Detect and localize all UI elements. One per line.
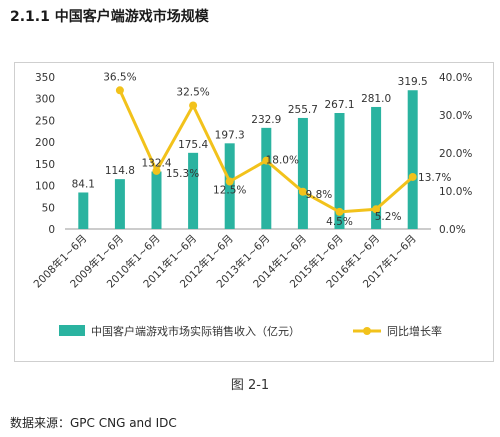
chart-frame: 0 50 100 150 200 250 300 350 0.0% 10.0% 20.0% 30.0%…: [14, 62, 494, 362]
legend-line-label: 同比增长率: [387, 324, 442, 338]
growth-rate-point: [408, 172, 417, 181]
growth-rate-label: 36.5%: [103, 71, 136, 83]
section-title: 2.1.1 中国客户端游戏市场规模: [10, 9, 209, 25]
y-right-tick-label: 40.0%: [439, 72, 472, 84]
bar-value-label: 175.4: [178, 139, 208, 151]
y-right-tick-label: 20.0%: [439, 148, 472, 160]
bar-mark: [371, 106, 382, 229]
y-left-tick-label: 300: [35, 94, 55, 106]
bar-mark: [297, 117, 308, 229]
bar-value-label: 197.3: [215, 129, 245, 141]
y-left-tick-label: 50: [42, 202, 55, 214]
growth-rate-label: 12.5%: [213, 185, 246, 197]
y-left-tick-label: 250: [35, 115, 55, 127]
bar-mark: [188, 152, 199, 229]
growth-rate-point: [115, 86, 124, 95]
growth-rate-label: 15.3%: [166, 168, 199, 180]
growth-rate-point: [189, 101, 198, 110]
bar-mark: [261, 127, 272, 229]
legend-line-marker: [363, 327, 371, 335]
growth-rate-point: [225, 177, 234, 186]
bar-value-label: 114.8: [105, 165, 135, 177]
y-left-tick-label: 200: [35, 137, 55, 149]
data-source: 数据来源：GPC CNG and IDC: [10, 416, 177, 430]
bar-value-label: 319.5: [398, 76, 428, 88]
y-right-tick-label: 30.0%: [439, 110, 472, 122]
growth-rate-label: 13.7%: [418, 172, 451, 184]
growth-rate-point: [262, 156, 271, 165]
bar-value-label: 132.4: [141, 158, 171, 170]
growth-rate-point: [152, 166, 161, 175]
y-right-tick-label: 10.0%: [439, 186, 472, 198]
bar-value-label: 281.0: [361, 93, 391, 105]
legend-bar-swatch: [59, 325, 85, 336]
bar-mark: [407, 90, 418, 229]
figure-caption: 图 2-1: [230, 378, 270, 393]
y-left-tick-label: 0: [48, 224, 55, 236]
y-left-tick-label: 150: [35, 159, 55, 171]
legend-bar-label: 中国客户端游戏市场实际销售收入（亿元）: [91, 324, 300, 338]
growth-rate-point: [372, 205, 381, 214]
bar-mark: [151, 171, 162, 229]
growth-rate-label: 32.5%: [176, 87, 209, 99]
y-right-tick-label: 0.0%: [439, 224, 466, 236]
bar-mark: [114, 179, 125, 229]
bar-value-label: 255.7: [288, 104, 318, 116]
bar-mark: [78, 192, 89, 229]
bar-mark: [224, 143, 235, 229]
growth-rate-label: 18.0%: [266, 155, 299, 167]
chart-svg: 0 50 100 150 200 250 300 350 0.0% 10.0% 20.0% 30.0%…: [31, 71, 473, 338]
y-left-tick-label: 100: [35, 181, 55, 193]
growth-rate-point: [298, 187, 307, 196]
growth-rate-label: 9.8%: [306, 189, 333, 201]
growth-rate-label: 5.2%: [375, 211, 402, 223]
y-left-tick-label: 350: [35, 72, 55, 84]
growth-rate-label: 4.5%: [326, 216, 353, 228]
bar-mark: [334, 113, 345, 229]
bar-value-label: 267.1: [324, 99, 354, 111]
bar-value-label: 84.1: [72, 178, 95, 190]
growth-rate-point: [335, 207, 344, 216]
bar-value-label: 232.9: [251, 114, 281, 126]
